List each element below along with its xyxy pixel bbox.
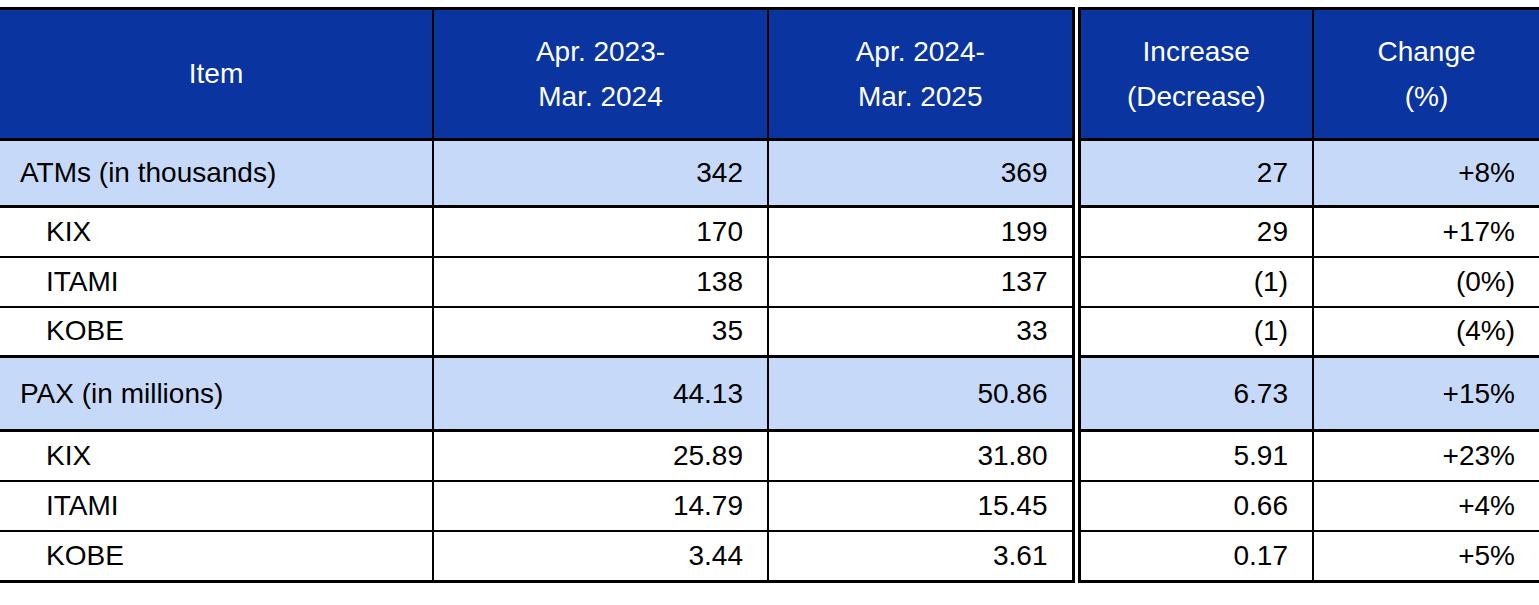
value-cell-change: +4%	[1313, 481, 1539, 531]
row-label-cell: ITAMI	[0, 257, 433, 307]
value-cell-increase: 29	[1076, 207, 1313, 257]
value-cell-change: (0%)	[1313, 257, 1539, 307]
value-cell-fy2024: 3.61	[768, 531, 1076, 582]
value-cell-fy2024: 137	[768, 257, 1076, 307]
value-cell-increase: (1)	[1076, 307, 1313, 357]
value-cell-increase: 5.91	[1076, 431, 1313, 481]
value-cell-fy2023: 342	[433, 140, 768, 207]
row-label-cell: ITAMI	[0, 481, 433, 531]
table-row-atms: ATMs (in thousands) 342 369 27 +8%	[0, 140, 1539, 207]
value-cell-increase: 0.17	[1076, 531, 1313, 582]
value-cell-change: +23%	[1313, 431, 1539, 481]
value-cell-fy2024: 31.80	[768, 431, 1076, 481]
value-cell-fy2023: 44.13	[433, 357, 768, 431]
value-cell-fy2023: 138	[433, 257, 768, 307]
value-cell-increase: 6.73	[1076, 357, 1313, 431]
row-label-cell: PAX (in millions)	[0, 357, 433, 431]
row-label-cell: KIX	[0, 207, 433, 257]
column-header-change: Change (%)	[1313, 9, 1539, 140]
table-row-pax: PAX (in millions) 44.13 50.86 6.73 +15%	[0, 357, 1539, 431]
value-cell-fy2023: 14.79	[433, 481, 768, 531]
value-cell-fy2024: 33	[768, 307, 1076, 357]
table-row-atms-kobe: KOBE 35 33 (1) (4%)	[0, 307, 1539, 357]
value-cell-fy2024: 369	[768, 140, 1076, 207]
value-cell-fy2023: 25.89	[433, 431, 768, 481]
row-label-cell: KOBE	[0, 531, 433, 582]
value-cell-change: +15%	[1313, 357, 1539, 431]
value-cell-increase: (1)	[1076, 257, 1313, 307]
row-label-cell: ATMs (in thousands)	[0, 140, 433, 207]
column-header-fy2024: Apr. 2024- Mar. 2025	[768, 9, 1076, 140]
value-cell-change: +17%	[1313, 207, 1539, 257]
row-label-cell: KOBE	[0, 307, 433, 357]
value-cell-change: +8%	[1313, 140, 1539, 207]
value-cell-fy2023: 3.44	[433, 531, 768, 582]
table-row-pax-kobe: KOBE 3.44 3.61 0.17 +5%	[0, 531, 1539, 582]
airport-traffic-results-table: Item Apr. 2023- Mar. 2024 Apr. 2024- Mar…	[0, 7, 1539, 583]
column-header-fy2023: Apr. 2023- Mar. 2024	[433, 9, 768, 140]
value-cell-change: (4%)	[1313, 307, 1539, 357]
column-header-item: Item	[0, 9, 433, 140]
column-header-increase: Increase (Decrease)	[1076, 9, 1313, 140]
table-row-pax-itami: ITAMI 14.79 15.45 0.66 +4%	[0, 481, 1539, 531]
value-cell-fy2023: 170	[433, 207, 768, 257]
value-cell-fy2024: 199	[768, 207, 1076, 257]
value-cell-increase: 27	[1076, 140, 1313, 207]
value-cell-change: +5%	[1313, 531, 1539, 582]
value-cell-fy2024: 50.86	[768, 357, 1076, 431]
row-label-cell: KIX	[0, 431, 433, 481]
value-cell-fy2024: 15.45	[768, 481, 1076, 531]
table-row-atms-kix: KIX 170 199 29 +17%	[0, 207, 1539, 257]
value-cell-fy2023: 35	[433, 307, 768, 357]
results-table-container: Item Apr. 2023- Mar. 2024 Apr. 2024- Mar…	[0, 0, 1539, 583]
table-row-pax-kix: KIX 25.89 31.80 5.91 +23%	[0, 431, 1539, 481]
table-row-atms-itami: ITAMI 138 137 (1) (0%)	[0, 257, 1539, 307]
header-row: Item Apr. 2023- Mar. 2024 Apr. 2024- Mar…	[0, 9, 1539, 140]
value-cell-increase: 0.66	[1076, 481, 1313, 531]
